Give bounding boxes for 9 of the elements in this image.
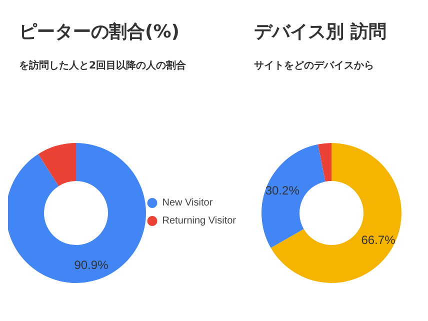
chart-subtitle: を訪問した人と2回目以降の人の割合 bbox=[19, 60, 187, 72]
legend-label: New Visitor bbox=[162, 198, 214, 208]
data-label: 90.9% bbox=[74, 258, 109, 272]
chart-title: ピーターの割合(%) bbox=[19, 22, 180, 42]
chart-title: デバイス別 訪問 bbox=[254, 22, 386, 42]
data-label: 30.2% bbox=[265, 184, 300, 198]
data-label: 66.7% bbox=[361, 233, 396, 248]
legend-label: Returning Visitor bbox=[162, 216, 237, 226]
chart-subtitle: サイトをどのデバイスから bbox=[254, 60, 374, 72]
